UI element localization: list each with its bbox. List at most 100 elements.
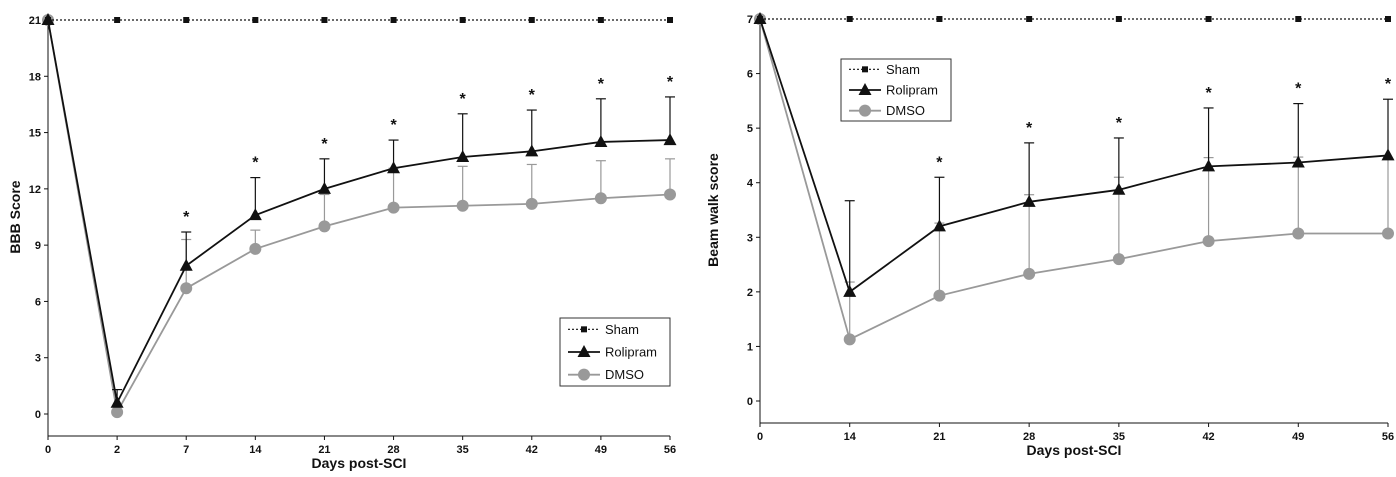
bbb-series-dmso-point <box>387 201 400 214</box>
beam-series-rolipram-point <box>1022 194 1036 207</box>
bbb-series-rolipram-point <box>317 181 331 194</box>
beam-series-dmso-point <box>933 289 946 302</box>
bbb-significance-star: * <box>183 209 190 226</box>
bbb-series-sham-point <box>528 17 535 23</box>
beam-series-rolipram-point <box>1202 159 1216 172</box>
bbb-legend: Sham Rolipram DMSO <box>559 317 671 387</box>
beam-x-tick-label: 56 <box>1382 431 1394 443</box>
bbb-significance-star: * <box>460 91 467 108</box>
bbb-series-dmso-point <box>111 406 124 419</box>
bbb-y-tick-label: 18 <box>29 71 41 83</box>
beam-series-rolipram-point <box>1112 182 1126 195</box>
bbb-y-tick-label: 9 <box>35 240 41 252</box>
bbb-legend-swatch-marker <box>578 368 590 381</box>
bbb-x-tick-label: 2 <box>114 444 120 456</box>
beam-series-dmso-point <box>1292 227 1305 240</box>
bbb-series-dmso-point <box>594 192 607 205</box>
bbb-y-tick-label: 15 <box>29 128 41 140</box>
bbb-score-chart: 0 3 6 9 12 15 18 21 0 2 7 14 21 28 35 42 49 56 Days post-S… <box>7 13 677 471</box>
beam-series-rolipram <box>753 12 1395 297</box>
bbb-series-rolipram <box>41 13 677 408</box>
bbb-series-dmso-point <box>318 220 331 233</box>
bbb-series-dmso-point <box>664 188 676 201</box>
beam-significance-star: * <box>1026 120 1033 137</box>
beam-y-tick-label: 5 <box>747 123 753 135</box>
bbb-series-sham-point <box>252 17 259 23</box>
beam-y-tick-label: 7 <box>747 14 753 26</box>
beam-legend-label: Sham <box>886 62 920 77</box>
beam-legend-swatch-marker <box>862 66 868 73</box>
bbb-legend-label: DMSO <box>605 367 644 382</box>
beam-x-tick-label: 28 <box>1023 431 1035 443</box>
bbb-series-rolipram-point <box>663 133 677 146</box>
beam-series-sham-point <box>1295 16 1302 22</box>
bbb-series-sham-point <box>114 17 121 23</box>
bbb-significance-star: * <box>390 117 397 134</box>
bbb-series-sham-point <box>459 17 466 23</box>
bbb-series-rolipram-point <box>179 258 193 271</box>
beam-x-tick-label: 35 <box>1113 431 1125 443</box>
bbb-y-tick-label: 6 <box>35 296 41 308</box>
bbb-x-tick-label: 42 <box>526 444 538 456</box>
bbb-series-rolipram-point <box>387 161 401 174</box>
beam-series-sham-point <box>1115 16 1122 22</box>
beam-significance-star: * <box>1116 115 1123 132</box>
beam-series-sham-point <box>757 16 763 22</box>
beam-series-dmso-point <box>843 333 856 346</box>
bbb-series-dmso-line <box>47 19 671 415</box>
bbb-significance-star: * <box>252 155 259 172</box>
beam-y-tick-label: 0 <box>747 396 753 408</box>
bbb-series-rolipram-point <box>456 149 470 162</box>
bbb-x-tick-label: 28 <box>387 444 399 456</box>
beam-series-rolipram-point <box>932 219 946 232</box>
beam-legend-label: DMSO <box>886 103 925 118</box>
bbb-y-tick-label: 12 <box>29 184 41 196</box>
beam-y-tick-label: 4 <box>747 178 754 190</box>
beam-series-rolipram-point <box>843 284 857 297</box>
bbb-series-rolipram-point <box>594 134 608 147</box>
bbb-x-axis-title: Days post-SCI <box>312 455 407 471</box>
beam-significance-star: * <box>1205 85 1212 102</box>
bbb-series-sham-point <box>390 17 397 23</box>
beam-legend-swatch-marker <box>858 83 872 95</box>
bbb-series-rolipram-line <box>47 19 671 406</box>
beam-x-tick-label: 42 <box>1202 431 1214 443</box>
bbb-series-dmso-point <box>456 199 469 212</box>
bbb-series-dmso-point <box>180 282 193 295</box>
bbb-series-dmso-point <box>249 242 262 255</box>
bbb-x-tick-label: 56 <box>664 444 676 456</box>
beam-series-rolipram-point <box>1381 148 1395 161</box>
bbb-series-rolipram-point <box>525 144 539 157</box>
bbb-series-sham-point <box>183 17 190 23</box>
beam-significance-star: * <box>1385 76 1392 93</box>
beam-significance-star: * <box>936 154 943 171</box>
bbb-significance-star: * <box>321 136 328 153</box>
bbb-significance-star: * <box>598 76 605 93</box>
beam-series-dmso-line <box>759 18 1388 341</box>
beam-x-tick-label: 14 <box>844 431 857 443</box>
beam-y-tick-label: 2 <box>747 287 753 299</box>
beam-legend: Sham Rolipram DMSO <box>840 58 952 122</box>
beam-x-tick-label: 21 <box>933 431 945 443</box>
beam-x-tick-label: 0 <box>757 431 763 443</box>
bbb-x-tick-label: 21 <box>318 444 330 456</box>
beam-x-tick-label: 49 <box>1292 431 1304 443</box>
bbb-series-sham-point <box>667 17 673 23</box>
beam-y-axis-title: Beam walk score <box>705 153 721 267</box>
beam-series-dmso-point <box>1202 235 1215 248</box>
bbb-legend-label: Rolipram <box>605 345 657 360</box>
beam-series-dmso-point <box>1112 253 1125 266</box>
bbb-significance-star: * <box>667 74 674 91</box>
bbb-x-tick-label: 7 <box>183 444 189 456</box>
bbb-x-tick-label: 14 <box>249 444 262 456</box>
beam-legend-swatch-marker <box>859 104 871 117</box>
beam-series-dmso-point <box>1023 267 1036 280</box>
bbb-y-axis-title: BBB Score <box>7 180 23 253</box>
beam-series-sham-point <box>846 16 853 22</box>
bbb-series-dmso-point <box>525 197 538 210</box>
bbb-series-rolipram-point <box>110 395 124 408</box>
bbb-series-sham-point <box>597 17 604 23</box>
beam-series-rolipram-point <box>1291 155 1305 168</box>
